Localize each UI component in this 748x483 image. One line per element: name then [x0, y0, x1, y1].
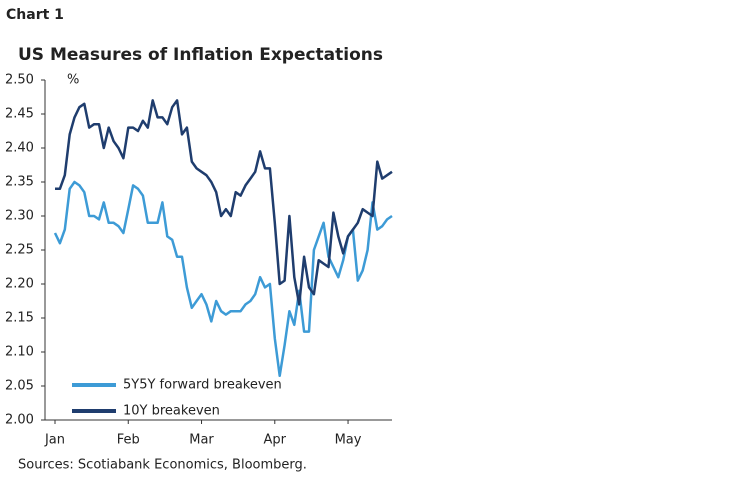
series-line	[55, 99, 393, 306]
y-tick-label: 2.10	[5, 345, 34, 360]
series-line	[53, 180, 393, 378]
y-tick-label: 2.40	[5, 141, 34, 156]
legend-label: 5Y5Y forward breakeven	[123, 378, 282, 393]
y-tick-label: 2.25	[5, 243, 34, 258]
chart-label: Chart 1	[6, 7, 64, 23]
x-tick-label: Jan	[44, 433, 65, 448]
x-tick-label: Feb	[117, 433, 140, 448]
source: Sources: Scotiabank Economics, Bloomberg…	[18, 458, 307, 473]
y-tick-label: 2.20	[5, 277, 34, 292]
y-tick-label: 2.15	[5, 311, 34, 326]
chart-title: US Measures of Inflation Expectations	[18, 45, 383, 65]
x-tick-label: Apr	[264, 433, 287, 448]
legend-label: 10Y breakeven	[123, 404, 220, 419]
y-unit: %	[67, 73, 79, 88]
y-tick-label: 2.35	[5, 175, 34, 190]
y-tick-label: 2.00	[5, 413, 34, 428]
y-tick-label: 2.05	[5, 379, 34, 394]
y-tick-label: 2.30	[5, 209, 34, 224]
y-tick-label: 2.50	[5, 73, 34, 88]
x-tick-label: Mar	[189, 433, 214, 448]
y-tick-label: 2.45	[5, 107, 34, 122]
x-tick-label: May	[335, 433, 362, 448]
